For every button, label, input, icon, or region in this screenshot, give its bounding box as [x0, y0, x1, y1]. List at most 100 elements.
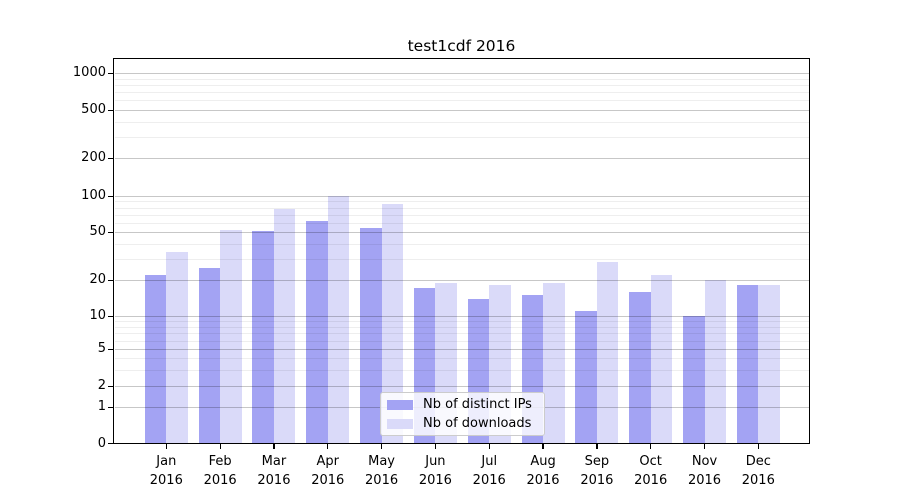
gridline-minor [114, 243, 809, 245]
gridline-major [114, 196, 809, 197]
y-tick-label: 20 [89, 272, 106, 287]
gridline-minor [114, 222, 809, 224]
bar-jan-distinct-ips [144, 275, 167, 444]
gridline-major [114, 232, 809, 233]
x-tick-label-month: Jun [425, 453, 446, 469]
x-tick-label: Sep 2016 [565, 452, 629, 490]
legend-row-distinct-ips: Nb of distinct IPs [387, 397, 544, 412]
gridline-major [114, 386, 809, 387]
y-tick-label: 10 [89, 308, 106, 323]
x-axis-tick [165, 444, 167, 449]
gridline-minor [114, 84, 809, 86]
x-tick-label-month: Feb [208, 453, 232, 469]
y-tick-label: 200 [81, 150, 106, 165]
x-axis-tick [327, 444, 329, 449]
x-tick-label-year: 2016 [149, 472, 183, 488]
y-axis-tick [108, 443, 113, 445]
bar-feb-distinct-ips [198, 268, 221, 444]
bar-oct-distinct-ips [629, 291, 651, 444]
x-tick-label-year: 2016 [526, 472, 560, 488]
gridline-major [114, 349, 809, 351]
x-tick-label-year: 2016 [741, 472, 775, 488]
gridline-major [114, 316, 809, 317]
gridline-minor [114, 214, 809, 216]
x-tick-label-month: Jan [156, 453, 177, 469]
x-tick-label: Aug 2016 [511, 452, 575, 490]
x-tick-label: Jun 2016 [403, 452, 467, 490]
y-axis-tick [108, 195, 113, 197]
bar-apr-downloads [327, 196, 350, 444]
x-tick-label-year: 2016 [634, 472, 668, 488]
gridline-minor [114, 258, 809, 260]
bar-mar-downloads [273, 208, 296, 444]
gridline-minor [114, 121, 809, 123]
x-tick-label: Jul 2016 [457, 452, 521, 490]
gridline-minor [114, 369, 809, 371]
x-tick-label-year: 2016 [580, 472, 614, 488]
legend: Nb of distinct IPs Nb of downloads [380, 392, 545, 436]
x-tick-label: Jan 2016 [134, 452, 198, 490]
gridline-minor [114, 358, 809, 360]
y-tick-label: 500 [81, 102, 106, 117]
y-axis-tick [108, 72, 113, 74]
bar-aug-downloads [543, 282, 565, 444]
x-axis-tick [703, 444, 706, 449]
y-tick-label: 0 [97, 435, 106, 451]
gridline-minor [114, 326, 809, 328]
x-axis-tick [596, 444, 598, 449]
y-axis-tick [108, 109, 113, 111]
gridline-minor [114, 78, 809, 80]
x-axis-tick [380, 444, 383, 449]
bar-jan-downloads [166, 252, 188, 444]
bar-mar-distinct-ips [252, 230, 274, 444]
gridline-minor [114, 92, 809, 94]
x-tick-label-year: 2016 [257, 472, 291, 488]
gridline-major [114, 280, 809, 281]
x-axis-tick [219, 444, 221, 449]
legend-label-distinct-ips: Nb of distinct IPs [423, 397, 532, 412]
bar-nov-distinct-ips [683, 316, 705, 444]
y-axis-tick [108, 315, 113, 317]
gridline-minor [114, 201, 809, 203]
y-axis-tick [108, 279, 113, 281]
legend-swatch-distinct-ips [387, 399, 413, 410]
bar-feb-downloads [220, 229, 242, 444]
x-tick-label-month: Aug [530, 453, 556, 469]
gridline-minor [114, 136, 809, 138]
x-tick-label: Nov 2016 [673, 452, 737, 490]
gridline-major [114, 73, 809, 74]
legend-label-downloads: Nb of downloads [423, 416, 532, 431]
y-tick-label: 50 [89, 224, 106, 239]
legend-swatch-downloads [387, 418, 413, 429]
y-axis-tick [108, 385, 113, 387]
x-tick-label-month: Dec [745, 453, 771, 469]
y-tick-label: 100 [81, 188, 106, 203]
chart-title: test1cdf 2016 [407, 37, 516, 55]
x-tick-label-year: 2016 [418, 472, 452, 488]
x-tick-label: Apr 2016 [296, 452, 360, 490]
y-axis-tick [108, 157, 113, 159]
bar-dec-distinct-ips [736, 285, 759, 444]
bar-apr-distinct-ips [306, 220, 328, 444]
x-tick-label-year: 2016 [365, 472, 399, 488]
y-axis-tick [108, 231, 113, 233]
y-tick-label: 1000 [72, 65, 106, 80]
legend-row-downloads: Nb of downloads [387, 416, 544, 431]
x-tick-label-year: 2016 [203, 472, 237, 488]
bar-oct-downloads [650, 275, 673, 444]
x-axis-tick [650, 444, 652, 449]
bar-may-distinct-ips [360, 228, 382, 444]
x-axis-tick [757, 444, 760, 449]
y-tick-label: 1 [97, 399, 106, 415]
x-tick-label: Dec 2016 [726, 452, 790, 490]
x-tick-label-month: Sep [584, 453, 610, 469]
x-tick-label: May 2016 [350, 452, 414, 490]
gridline-minor [114, 321, 809, 323]
x-tick-label-year: 2016 [472, 472, 506, 488]
y-tick-label: 2 [97, 378, 106, 393]
y-axis-tick [108, 406, 113, 409]
y-tick-label: 5 [97, 341, 106, 357]
